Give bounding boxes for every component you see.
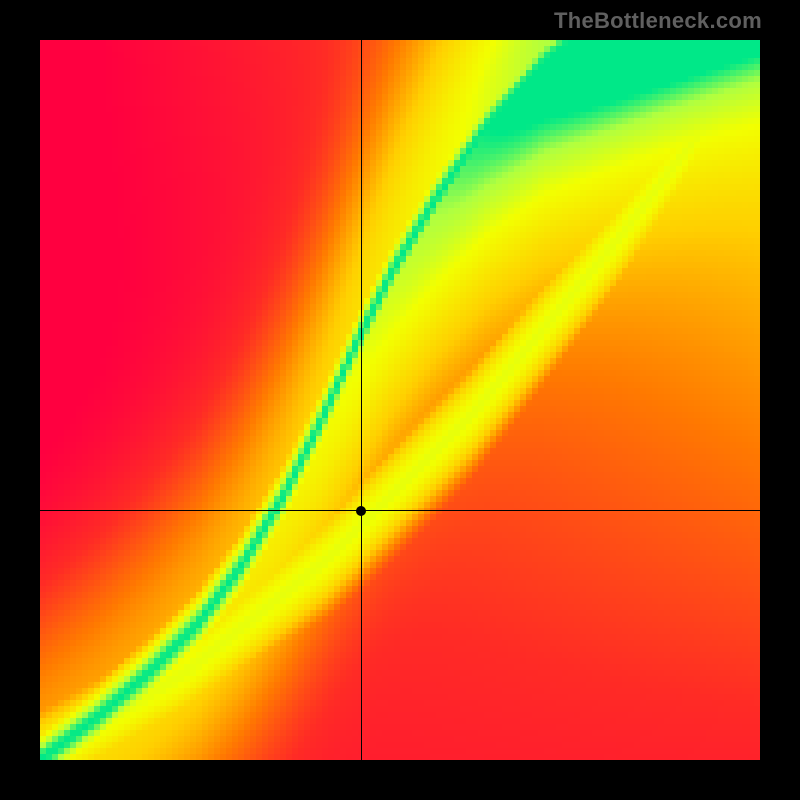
crosshair-vertical bbox=[361, 40, 362, 760]
bottleneck-heatmap bbox=[40, 40, 760, 760]
chart-container: TheBottleneck.com bbox=[0, 0, 800, 800]
watermark-text: TheBottleneck.com bbox=[554, 8, 762, 34]
crosshair-marker bbox=[356, 506, 366, 516]
crosshair-horizontal bbox=[40, 510, 760, 511]
